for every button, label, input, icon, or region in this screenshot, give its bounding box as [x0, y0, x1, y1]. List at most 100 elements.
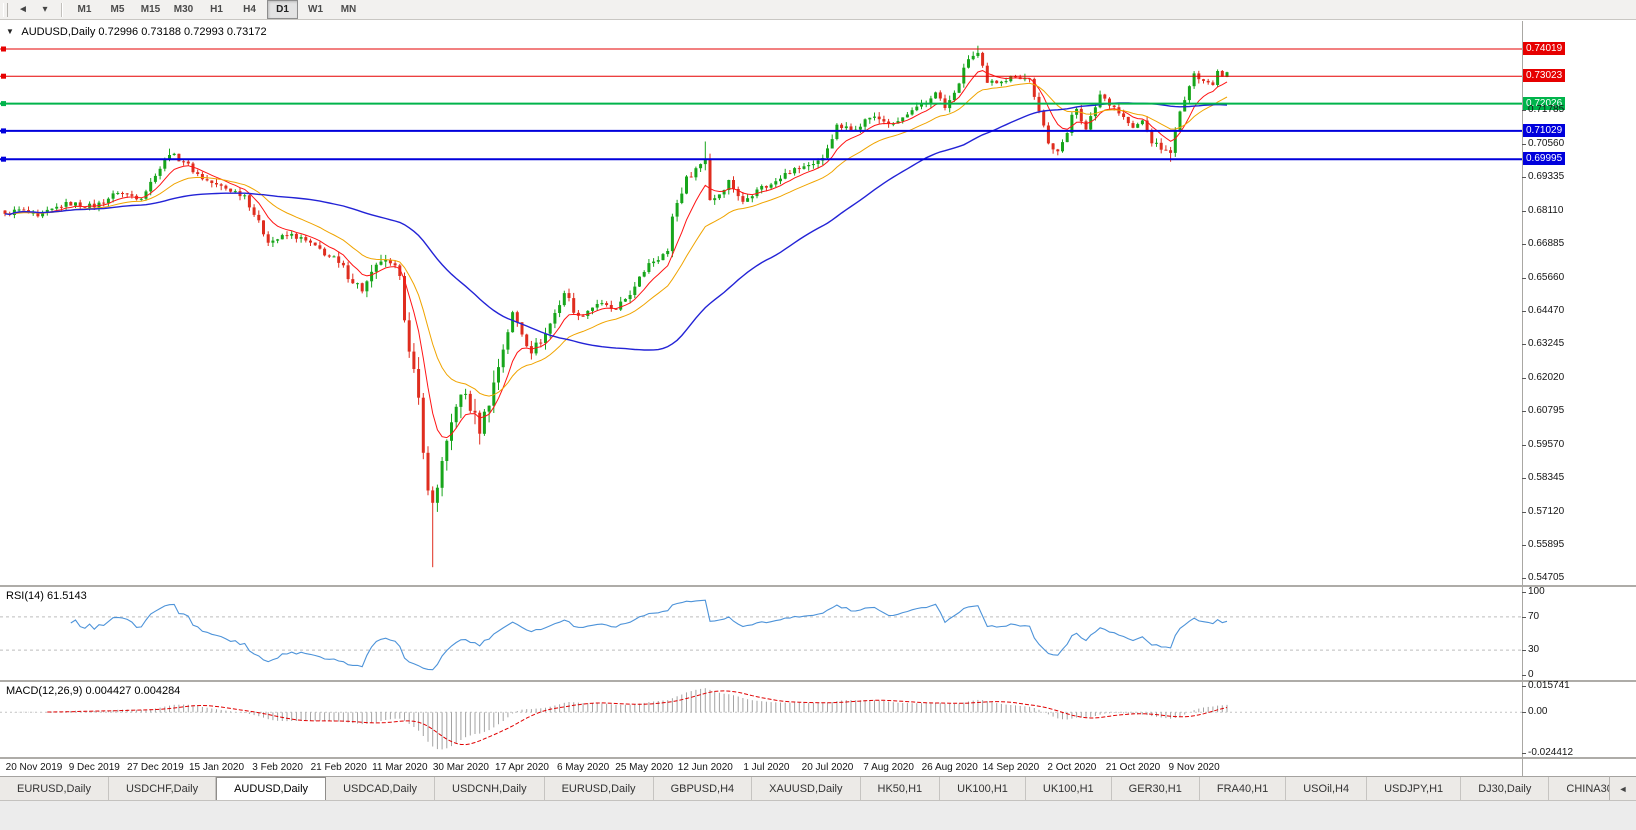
price-tick-label: 0.69335: [1528, 171, 1565, 182]
rsi-label: RSI(14) 61.5143: [6, 590, 87, 602]
ma-line-ema-8: [4, 70, 1228, 439]
timeframe-button-d1[interactable]: D1: [267, 0, 298, 19]
chart-symbol-period: AUDUSD,Daily: [21, 26, 96, 38]
price-axis-tick: [1522, 110, 1526, 111]
macd-axis-tick: [1522, 686, 1526, 687]
date-tick-label: 12 Jun 2020: [677, 762, 733, 773]
timeframe-button-m30[interactable]: M30: [173, 4, 194, 15]
rsi-scale-label: 100: [1528, 586, 1545, 597]
chart-arrow-button[interactable]: ◄: [12, 0, 34, 19]
chart-tab[interactable]: EURUSD,Daily: [0, 777, 109, 800]
time-axis[interactable]: 20 Nov 2019 9 Dec 2019 27 Dec 2019 15 Jan 2…: [0, 759, 1636, 776]
level-line-anchor-marker[interactable]: [1, 156, 6, 162]
chart-tab[interactable]: GBPUSD,H4: [654, 777, 753, 800]
date-tick-label: 3 Feb 2020: [252, 762, 303, 773]
date-tick-label: 6 May 2020: [556, 762, 610, 773]
price-tick-label: 0.60795: [1528, 405, 1565, 416]
chart-tab[interactable]: XAUUSD,Daily: [752, 777, 861, 800]
candles-layer: [3, 45, 1229, 568]
timeframe-button-h4[interactable]: H4: [243, 4, 256, 15]
timeframe-buttons: M1 M5 M15 M30 H1 H4 D1 W1 MN: [68, 0, 365, 19]
chart-tab[interactable]: USDCAD,Daily: [326, 777, 436, 800]
price-axis-tick: [1522, 445, 1526, 446]
main-chart-canvas[interactable]: [0, 21, 1522, 585]
chart-tab[interactable]: AUDUSD,Daily: [216, 777, 327, 800]
date-tick-label: 26 Aug 2020: [921, 762, 978, 773]
chart-tab[interactable]: USDJPY,H1: [1367, 777, 1462, 800]
price-tick-label: 0.70560: [1528, 138, 1565, 149]
date-tick-label: 25 May 2020: [615, 762, 674, 773]
price-axis-tick: [1522, 378, 1526, 379]
chart-tab[interactable]: FRA40,H1: [1200, 777, 1287, 800]
rsi-scale-label: 30: [1528, 644, 1540, 655]
status-strip: [0, 800, 1636, 830]
chart-arrow-icon: ◄: [18, 4, 28, 15]
price-tick-label: 0.55895: [1528, 539, 1565, 550]
chart-tab[interactable]: USDCHF,Daily: [109, 777, 217, 800]
scroll-left-icon: ◄: [1618, 784, 1628, 794]
level-line-anchor-marker[interactable]: [1, 46, 6, 52]
date-tick-label: 20 Jul 2020: [801, 762, 854, 773]
price-axis-tick: [1522, 578, 1526, 579]
price-tick-label: 0.57120: [1528, 506, 1565, 517]
price-level-badge: 0.69995: [1523, 152, 1566, 165]
tab-scroll-left-button[interactable]: ◄: [1609, 776, 1636, 801]
timeframe-button-mn[interactable]: MN: [340, 4, 357, 15]
price-axis-tick: [1522, 278, 1526, 279]
macd-axis-tick: [1522, 753, 1526, 754]
timeframe-button-m5[interactable]: M5: [110, 4, 125, 15]
price-axis-tick: [1522, 144, 1526, 145]
timeframe-button-m1[interactable]: M1: [77, 4, 92, 15]
price-axis-tick: [1522, 344, 1526, 345]
chart-header: ▼ AUDUSD,Daily 0.72996 0.73188 0.72993 0…: [6, 26, 267, 38]
level-line-anchor-marker[interactable]: [1, 73, 6, 79]
rsi-line: [70, 599, 1228, 671]
price-level-badge: 0.71029: [1523, 124, 1566, 137]
date-tick-label: 30 Mar 2020: [432, 762, 489, 773]
chart-tab[interactable]: EURUSD,Daily: [545, 777, 654, 800]
date-tick-label: 11 Mar 2020: [372, 762, 428, 773]
toolbar-grip[interactable]: [3, 2, 8, 17]
price-axis-tick: [1522, 244, 1526, 245]
price-tick-label: 0.66885: [1528, 238, 1565, 249]
chart-tab[interactable]: USOil,H4: [1286, 777, 1368, 800]
price-tick-label: 0.64470: [1528, 305, 1565, 316]
timeframe-button-h1[interactable]: H1: [210, 4, 223, 15]
date-tick-label: 14 Sep 2020: [982, 762, 1040, 773]
chart-tab[interactable]: DJ30,Daily: [1461, 777, 1550, 800]
rsi-indicator-canvas[interactable]: [0, 587, 1522, 680]
chart-tab[interactable]: UK100,H1: [940, 777, 1026, 800]
date-tick-label: 21 Feb 2020: [310, 762, 367, 773]
chart-tab[interactable]: USDCNH,Daily: [435, 777, 545, 800]
date-tick-label: 27 Dec 2019: [127, 762, 184, 773]
ma-line-sma-55: [4, 102, 1228, 351]
price-tick-label: 0.59570: [1528, 439, 1565, 450]
chart-tab-bar: EURUSD,Daily USDCHF,Daily AUDUSD,Daily USDC…: [0, 776, 1636, 800]
timeframe-button-m15[interactable]: M15: [140, 4, 161, 15]
macd-scale-label: 0.00: [1528, 706, 1548, 717]
price-tick-label: 0.65660: [1528, 272, 1565, 283]
price-tick-label: 0.54705: [1528, 572, 1565, 583]
level-line-anchor-marker[interactable]: [1, 101, 6, 107]
macd-histogram: [13, 688, 1228, 750]
rsi-axis-tick: [1522, 617, 1526, 618]
timeframe-button-w1[interactable]: W1: [308, 4, 323, 15]
chart-tab[interactable]: GER30,H1: [1112, 777, 1200, 800]
price-axis-tick: [1522, 545, 1526, 546]
rsi-axis-tick: [1522, 592, 1526, 593]
date-tick-label: 20 Nov 2019: [5, 762, 63, 773]
macd-scale-label: -0.024412: [1528, 747, 1574, 758]
macd-scale-label: 0.015741: [1528, 680, 1570, 691]
collapse-chart-icon[interactable]: ▼: [6, 27, 14, 36]
price-axis-border: [1522, 21, 1523, 776]
toolbar-dropdown-button[interactable]: ▾: [34, 0, 56, 19]
macd-indicator-canvas[interactable]: [0, 682, 1522, 757]
price-axis-tick: [1522, 211, 1526, 212]
macd-axis-tick: [1522, 712, 1526, 713]
chart-tab[interactable]: UK100,H1: [1026, 777, 1112, 800]
chart-tab[interactable]: HK50,H1: [861, 777, 941, 800]
level-line-anchor-marker[interactable]: [1, 128, 6, 134]
date-tick-label: 9 Dec 2019: [68, 762, 120, 773]
price-axis-tick: [1522, 177, 1526, 178]
